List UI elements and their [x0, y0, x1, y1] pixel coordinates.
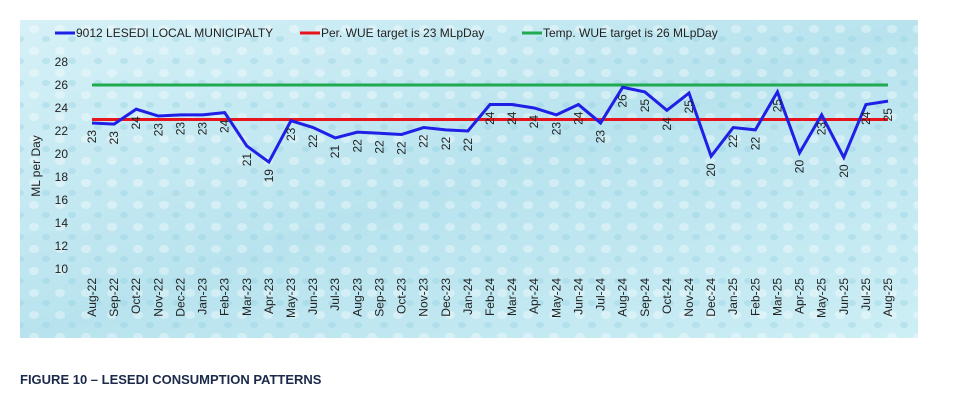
x-tick-label: Jun-24 [571, 278, 585, 315]
y-tick-label: 26 [55, 78, 69, 92]
x-tick-label: Feb-25 [748, 278, 762, 316]
data-label: 24 [218, 119, 232, 133]
legend-label: Per. WUE target is 23 MLpDay [321, 26, 484, 40]
x-tick-label: Aug-22 [85, 278, 99, 317]
x-tick-label: Nov-23 [417, 278, 431, 317]
x-tick-label: May-25 [815, 278, 829, 318]
x-tick-label: Apr-24 [527, 278, 541, 314]
data-label: 24 [129, 116, 143, 130]
y-tick-label: 14 [55, 216, 69, 230]
x-tick-label: Mar-25 [770, 278, 784, 316]
x-tick-label: Feb-24 [483, 278, 497, 316]
y-tick-label: 22 [55, 124, 69, 138]
data-label: 21 [240, 153, 254, 167]
y-tick-label: 12 [55, 239, 69, 253]
x-tick-label: Mar-24 [505, 278, 519, 316]
x-tick-label: Oct-24 [660, 278, 674, 314]
y-tick-label: 10 [55, 262, 69, 276]
plot-texture [20, 20, 918, 338]
x-tick-label: Jun-25 [837, 278, 851, 315]
y-tick-label: 20 [55, 147, 69, 161]
data-label: 20 [704, 163, 718, 177]
series-line [91, 85, 889, 165]
x-tick-label: Aug-25 [881, 278, 895, 317]
x-tick-label: Dec-23 [439, 278, 453, 317]
data-label: 22 [461, 138, 475, 152]
data-label: 24 [483, 111, 497, 125]
legend-label: 9012 LESEDI LOCAL MUNICIPALTY [76, 26, 273, 40]
data-label: 23 [284, 127, 298, 141]
data-label: 22 [306, 134, 320, 148]
data-label: 23 [173, 122, 187, 136]
x-tick-label: Nov-24 [682, 278, 696, 317]
x-tick-label: Sep-24 [638, 278, 652, 317]
x-tick-label: May-24 [549, 278, 563, 318]
x-tick-label: Mar-23 [240, 278, 254, 316]
data-label: 22 [395, 141, 409, 155]
data-label: 22 [417, 134, 431, 148]
data-label: 23 [549, 122, 563, 136]
y-tick-label: 18 [55, 170, 69, 184]
legend-label: Temp. WUE target is 26 MLpDay [543, 26, 718, 40]
x-tick-label: Jun-23 [306, 278, 320, 315]
data-label: 23 [107, 131, 121, 145]
x-tick-label: Aug-24 [616, 278, 630, 317]
y-axis-label: ML per Day [29, 135, 43, 197]
data-label: 19 [262, 169, 276, 183]
data-label: 26 [616, 94, 630, 108]
x-tick-label: Jul-24 [594, 278, 608, 311]
data-label: 24 [660, 117, 674, 131]
y-tick-label: 16 [55, 193, 69, 207]
data-label: 25 [682, 100, 696, 114]
data-label: 25 [638, 99, 652, 113]
x-tick-label: Nov-22 [151, 278, 165, 317]
data-label: 21 [328, 145, 342, 159]
data-label: 22 [726, 134, 740, 148]
x-tick-label: May-23 [284, 278, 298, 318]
x-tick-label: Jul-25 [859, 278, 873, 311]
plot: 10 12 14 16 18 20 22 24 26 28 Aug-22 Sep-22 Oct-22 No… [55, 26, 895, 318]
data-label: 22 [748, 137, 762, 151]
data-label: 20 [793, 160, 807, 174]
data-label: 24 [859, 111, 873, 125]
caption: FIGURE 10 – LESEDI CONSUMPTION PATTERNS [20, 372, 322, 387]
x-tick-label: Dec-24 [704, 278, 718, 317]
x-tick-label: Aug-23 [350, 278, 364, 317]
x-tick-label: Jan-25 [726, 278, 740, 315]
y-tick-label: 28 [55, 55, 69, 69]
x-tick-label: Jan-23 [196, 278, 210, 315]
data-label: 24 [527, 115, 541, 129]
data-label: 23 [815, 122, 829, 136]
data-label: 20 [837, 164, 851, 178]
x-tick-label: Feb-23 [218, 278, 232, 316]
data-label: 22 [372, 140, 386, 154]
data-label: 22 [439, 137, 453, 151]
data-label: 23 [85, 130, 99, 144]
data-label: 23 [594, 130, 608, 144]
data-label: 25 [881, 108, 895, 122]
x-tick-label: Sep-23 [372, 278, 386, 317]
data-label: 25 [770, 99, 784, 113]
data-label: 24 [571, 111, 585, 125]
x-tick-label: Sep-22 [107, 278, 121, 317]
x-tick-label: Jan-24 [461, 278, 475, 315]
data-label: 23 [151, 123, 165, 137]
data-label: 23 [196, 122, 210, 136]
x-tick-label: Apr-25 [793, 278, 807, 314]
x-tick-label: Jul-23 [328, 278, 342, 311]
x-tick-label: Dec-22 [173, 278, 187, 317]
x-tick-label: Apr-23 [262, 278, 276, 314]
data-label: 24 [505, 111, 519, 125]
x-tick-label: Oct-23 [395, 278, 409, 314]
y-tick-label: 24 [55, 101, 69, 115]
x-tick-label: Oct-22 [129, 278, 143, 314]
data-label: 22 [350, 139, 364, 153]
